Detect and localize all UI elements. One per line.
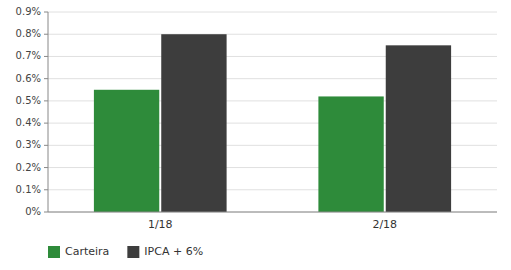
legend-swatch bbox=[48, 246, 60, 258]
y-tick-label: 0.2% bbox=[16, 162, 41, 173]
y-tick bbox=[44, 123, 48, 124]
y-tick-label: 0.1% bbox=[16, 184, 41, 195]
y-tick bbox=[44, 189, 48, 190]
y-tick-label: 0.7% bbox=[16, 50, 41, 61]
y-tick bbox=[44, 100, 48, 101]
y-tick bbox=[44, 56, 48, 57]
y-tick bbox=[44, 212, 48, 213]
bars bbox=[94, 34, 451, 212]
x-axis-line bbox=[48, 212, 497, 213]
grid-line bbox=[48, 12, 497, 13]
chart: 0% 0.1% 0.2% 0.3% 0.4% 0.5% 0.6% 0.7% 0.8% 0.9% 1/… bbox=[0, 0, 511, 270]
y-tick bbox=[44, 34, 48, 35]
legend-label: Carteira bbox=[65, 245, 109, 258]
x-tick-label: 2/18 bbox=[372, 218, 397, 231]
y-tick-label: 0% bbox=[25, 206, 41, 217]
y-tick-label: 0.9% bbox=[16, 6, 41, 17]
y-tick bbox=[44, 78, 48, 79]
legend: Carteira IPCA + 6% bbox=[48, 245, 203, 258]
x-tick-label: 1/18 bbox=[148, 218, 173, 231]
chart-container: 0% 0.1% 0.2% 0.3% 0.4% 0.5% 0.6% 0.7% 0.8% 0.9% 1/… bbox=[0, 0, 511, 270]
y-axis-line bbox=[48, 12, 49, 212]
legend-label: IPCA + 6% bbox=[144, 245, 203, 258]
bar bbox=[94, 90, 159, 212]
y-tick-label: 0.4% bbox=[16, 117, 41, 128]
y-tick-label: 0.3% bbox=[16, 139, 41, 150]
grid-line bbox=[48, 34, 497, 35]
y-tick bbox=[44, 12, 48, 13]
y-tick-label: 0.8% bbox=[16, 28, 41, 39]
grid-line bbox=[48, 212, 497, 213]
grid bbox=[44, 12, 497, 212]
y-tick-label: 0.5% bbox=[16, 95, 41, 106]
y-tick bbox=[44, 167, 48, 168]
y-tick bbox=[44, 145, 48, 146]
bar bbox=[161, 34, 226, 212]
legend-swatch bbox=[127, 246, 139, 258]
bar bbox=[386, 45, 451, 212]
bar bbox=[318, 96, 383, 212]
y-tick-label: 0.6% bbox=[16, 73, 41, 84]
